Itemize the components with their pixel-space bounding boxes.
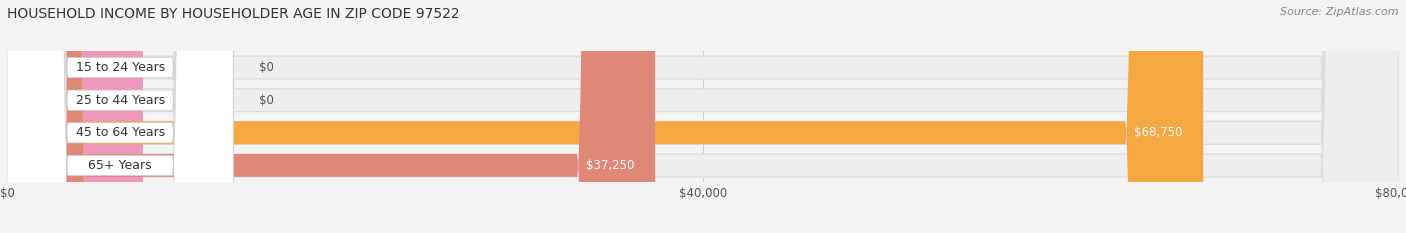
FancyBboxPatch shape <box>7 0 233 233</box>
FancyBboxPatch shape <box>7 0 1399 233</box>
Text: $0: $0 <box>259 94 274 107</box>
Text: $0: $0 <box>259 61 274 74</box>
Text: 45 to 64 Years: 45 to 64 Years <box>76 126 165 139</box>
Text: $37,250: $37,250 <box>586 159 634 172</box>
FancyBboxPatch shape <box>7 0 233 233</box>
FancyBboxPatch shape <box>7 0 655 233</box>
Text: $68,750: $68,750 <box>1135 126 1182 139</box>
FancyBboxPatch shape <box>7 0 143 233</box>
FancyBboxPatch shape <box>7 0 1399 233</box>
Text: 65+ Years: 65+ Years <box>89 159 152 172</box>
FancyBboxPatch shape <box>7 0 1399 233</box>
FancyBboxPatch shape <box>7 0 143 233</box>
FancyBboxPatch shape <box>7 0 1204 233</box>
Text: 15 to 24 Years: 15 to 24 Years <box>76 61 165 74</box>
FancyBboxPatch shape <box>7 0 233 233</box>
Text: 25 to 44 Years: 25 to 44 Years <box>76 94 165 107</box>
Text: HOUSEHOLD INCOME BY HOUSEHOLDER AGE IN ZIP CODE 97522: HOUSEHOLD INCOME BY HOUSEHOLDER AGE IN Z… <box>7 7 460 21</box>
FancyBboxPatch shape <box>7 0 1399 233</box>
FancyBboxPatch shape <box>7 0 233 233</box>
Text: Source: ZipAtlas.com: Source: ZipAtlas.com <box>1281 7 1399 17</box>
